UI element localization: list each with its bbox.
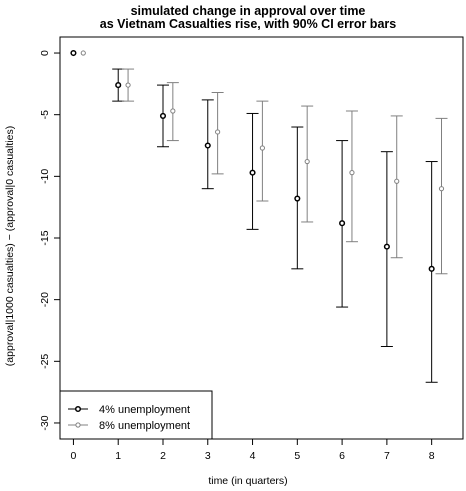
legend-label: 4% unemployment bbox=[99, 404, 190, 416]
y-tick-label: -25 bbox=[39, 354, 51, 369]
y-tick-label: 0 bbox=[39, 50, 51, 56]
legend: 4% unemployment 8% unemployment bbox=[59, 390, 213, 440]
data-point bbox=[428, 265, 435, 272]
x-tick-label: 1 bbox=[115, 450, 121, 462]
chart-title: simulated change in approval over time bbox=[131, 4, 366, 18]
x-tick-label: 7 bbox=[384, 450, 390, 462]
data-point bbox=[259, 145, 265, 151]
series-1 bbox=[70, 49, 438, 383]
data-point bbox=[294, 195, 301, 202]
y-tick-label: -10 bbox=[39, 169, 51, 184]
chart-subtitle: as Vietnam Casualties rise, with 90% CI … bbox=[100, 17, 396, 31]
data-point bbox=[80, 50, 86, 56]
data-point bbox=[304, 158, 310, 165]
x-tick-label: 5 bbox=[294, 450, 300, 462]
y-axis-label: (approval|1000 casualties) − (approval|0… bbox=[4, 126, 16, 366]
data-point bbox=[249, 169, 256, 176]
data-point bbox=[159, 112, 167, 119]
data-point bbox=[349, 170, 355, 176]
data-point bbox=[125, 82, 131, 88]
data-point bbox=[394, 178, 400, 184]
data-point bbox=[70, 49, 77, 57]
data-point bbox=[438, 186, 445, 192]
legend-marker bbox=[75, 422, 81, 428]
legend-label: 8% unemployment bbox=[99, 420, 190, 432]
data-point bbox=[204, 142, 211, 149]
data-point bbox=[383, 243, 390, 250]
x-tick-label: 8 bbox=[429, 450, 435, 462]
data-point bbox=[339, 220, 346, 227]
x-tick-label: 0 bbox=[71, 450, 77, 462]
legend-box bbox=[59, 390, 213, 440]
x-tick-label: 6 bbox=[339, 450, 345, 462]
y-tick-label: -30 bbox=[39, 415, 51, 430]
legend-marker bbox=[74, 405, 82, 413]
plot-frame bbox=[59, 36, 464, 440]
y-tick-label: -20 bbox=[39, 292, 51, 307]
y-tick-label: -5 bbox=[39, 110, 51, 119]
data-point bbox=[170, 108, 176, 114]
x-tick-label: 4 bbox=[250, 450, 256, 462]
series-2 bbox=[80, 50, 448, 275]
x-tick-label: 3 bbox=[205, 450, 211, 462]
plot-area: 0 1 2 3 4 5 6 7 8 0 -5 -10 -15 -20 -25 -30 4% unemployme… bbox=[39, 36, 464, 462]
x-tick-label: 2 bbox=[160, 450, 166, 462]
data-point bbox=[215, 129, 221, 135]
x-axis-label: time (in quarters) bbox=[208, 475, 287, 487]
data-point bbox=[115, 82, 122, 89]
y-tick-label: -15 bbox=[39, 230, 51, 245]
